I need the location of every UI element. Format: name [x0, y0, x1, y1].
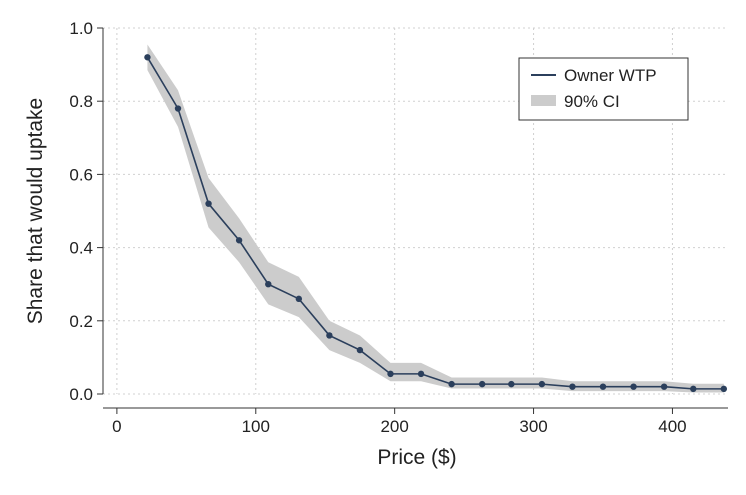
data-point	[508, 380, 515, 388]
x-tick-label: 100	[242, 417, 270, 436]
data-point	[448, 380, 455, 388]
data-point	[326, 332, 333, 339]
legend: Owner WTP 90% CI	[518, 57, 689, 121]
y-axis-label: Share that would uptake	[24, 98, 47, 325]
data-point	[538, 380, 546, 388]
data-point	[417, 370, 425, 378]
legend-area-swatch	[531, 95, 556, 106]
data-point	[478, 380, 486, 388]
data-point	[295, 295, 303, 303]
y-tick-label: 1.0	[69, 19, 93, 38]
data-point	[144, 54, 151, 61]
data-point	[235, 237, 243, 244]
y-tick-label: 0.0	[69, 385, 93, 404]
data-point	[690, 385, 697, 393]
series-layer	[144, 54, 728, 393]
data-point	[599, 383, 607, 390]
data-point	[356, 346, 364, 354]
x-tick-label: 0	[112, 417, 121, 436]
data-point	[630, 383, 637, 390]
legend-box	[518, 57, 689, 121]
x-tick-label: 300	[519, 417, 547, 436]
data-point	[174, 105, 182, 112]
legend-label-series: Owner WTP	[564, 66, 657, 85]
y-tick-label: 0.4	[69, 239, 93, 258]
x-axis-label: Price ($)	[377, 446, 456, 469]
data-point	[387, 370, 394, 378]
y-tick-label: 0.2	[69, 312, 93, 331]
data-point	[720, 385, 728, 393]
x-tick-label: 400	[658, 417, 686, 436]
data-point	[265, 281, 272, 288]
data-point	[569, 383, 576, 390]
ci-band-layer	[147, 44, 724, 393]
data-point	[205, 200, 212, 207]
ci-band	[147, 44, 724, 393]
axes: 0.0 0.2 0.4 0.6 0.8 1.0 0 100 200 300 400	[69, 19, 728, 436]
y-tick-label: 0.6	[69, 165, 93, 184]
y-tick-label: 0.8	[69, 92, 93, 111]
data-point	[660, 383, 668, 390]
legend-label-ci: 90% CI	[564, 92, 620, 111]
x-tick-label: 200	[380, 417, 408, 436]
series-line-owner-wtp	[146, 56, 724, 390]
